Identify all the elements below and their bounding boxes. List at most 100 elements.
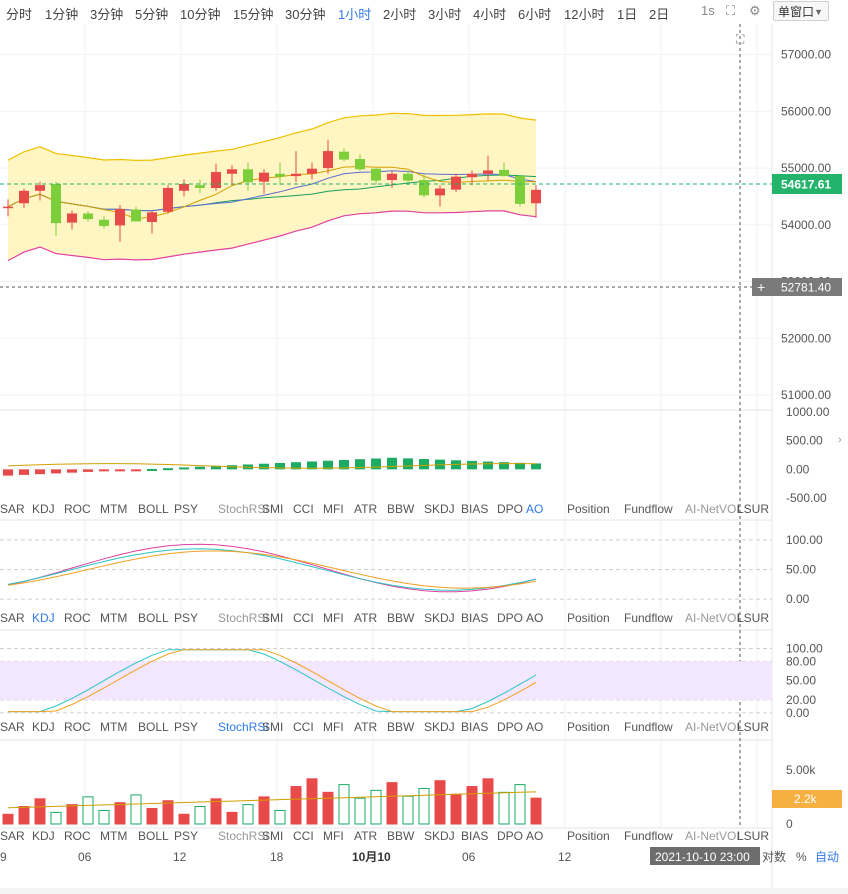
indicator-tab-bbw[interactable]: BBW <box>387 502 415 516</box>
indicator-tab-psy[interactable]: PSY <box>174 611 198 625</box>
indicator-tab-ai-netvol[interactable]: AI-NetVOL <box>685 720 743 734</box>
window-mode-dropdown[interactable]: 单窗口 ▼ <box>773 1 829 21</box>
log-scale-toggle[interactable]: 对数 <box>762 849 786 864</box>
indicator-tab-lsur[interactable]: LSUR <box>737 829 769 843</box>
indicator-tab-ao[interactable]: AO <box>526 829 543 843</box>
indicator-tab-ai-netvol[interactable]: AI-NetVOL <box>685 611 743 625</box>
indicator-tab-position[interactable]: Position <box>567 502 610 516</box>
indicator-tab-smi[interactable]: SMI <box>262 829 283 843</box>
indicator-tab-bbw[interactable]: BBW <box>387 720 415 734</box>
indicator-tab-ao[interactable]: AO <box>526 502 543 516</box>
indicator-tab-ai-netvol[interactable]: AI-NetVOL <box>685 502 743 516</box>
indicator-tab-boll[interactable]: BOLL <box>138 502 169 516</box>
indicator-tab-position[interactable]: Position <box>567 829 610 843</box>
indicator-tab-roc[interactable]: ROC <box>64 611 91 625</box>
indicator-tab-mtm[interactable]: MTM <box>100 611 127 625</box>
timeframe-4[interactable]: 10分钟 <box>180 7 221 22</box>
timeframe-10[interactable]: 4小时 <box>473 7 507 22</box>
timeframe-9[interactable]: 3小时 <box>428 7 462 22</box>
timeframe-7[interactable]: 1小时 <box>338 7 372 22</box>
indicator-tab-ao[interactable]: AO <box>526 720 543 734</box>
indicator-tab-boll[interactable]: BOLL <box>138 720 169 734</box>
timeframe-8[interactable]: 2小时 <box>383 7 417 22</box>
indicator-tab-bbw[interactable]: BBW <box>387 611 415 625</box>
indicator-tab-smi[interactable]: SMI <box>262 502 283 516</box>
indicator-tab-cci[interactable]: CCI <box>293 611 314 625</box>
indicator-tab-atr[interactable]: ATR <box>354 611 377 625</box>
indicator-tab-cci[interactable]: CCI <box>293 829 314 843</box>
indicator-tab-sar[interactable]: SAR <box>0 611 25 625</box>
indicator-tab-bbw[interactable]: BBW <box>387 829 415 843</box>
indicator-tab-stochrsi[interactable]: StochRSI <box>218 502 269 516</box>
indicator-tab-boll[interactable]: BOLL <box>138 829 169 843</box>
indicator-tab-atr[interactable]: ATR <box>354 502 377 516</box>
timeframe-13[interactable]: 1日 <box>617 7 638 22</box>
timeframe-14[interactable]: 2日 <box>649 7 670 22</box>
indicator-tab-bias[interactable]: BIAS <box>461 502 488 516</box>
trading-chart[interactable]: ⛶ 57000.0056000.0055000.0054000.0053000.… <box>0 24 848 894</box>
timeframe-5[interactable]: 15分钟 <box>233 7 274 22</box>
indicator-tab-skdj[interactable]: SKDJ <box>424 611 455 625</box>
indicator-tab-roc[interactable]: ROC <box>64 720 91 734</box>
indicator-tab-smi[interactable]: SMI <box>262 720 283 734</box>
auto-scale-toggle[interactable]: 自动 <box>815 850 839 864</box>
indicator-tab-skdj[interactable]: SKDJ <box>424 502 455 516</box>
horizontal-scrollbar[interactable] <box>0 888 848 894</box>
indicator-tab-fundflow[interactable]: Fundflow <box>624 611 673 625</box>
timeframe-6[interactable]: 30分钟 <box>285 7 326 22</box>
expand-icon[interactable]: ⛶ <box>726 3 736 18</box>
indicator-tab-stochrsi[interactable]: StochRSI <box>218 720 269 734</box>
side-collapse-icon[interactable]: › <box>838 434 842 446</box>
indicator-tab-roc[interactable]: ROC <box>64 502 91 516</box>
timeframe-11[interactable]: 6小时 <box>518 7 552 22</box>
indicator-tab-bias[interactable]: BIAS <box>461 611 488 625</box>
percent-scale-toggle[interactable]: % <box>796 850 807 864</box>
indicator-tab-smi[interactable]: SMI <box>262 611 283 625</box>
indicator-tab-dpo[interactable]: DPO <box>497 611 523 625</box>
timeframe-3[interactable]: 5分钟 <box>135 7 169 22</box>
indicator-tab-mfi[interactable]: MFI <box>323 829 344 843</box>
indicator-tab-psy[interactable]: PSY <box>174 720 198 734</box>
indicator-tab-bias[interactable]: BIAS <box>461 829 488 843</box>
indicator-tab-fundflow[interactable]: Fundflow <box>624 720 673 734</box>
indicator-tab-position[interactable]: Position <box>567 611 610 625</box>
timeframe-0[interactable]: 分时 <box>6 7 33 22</box>
indicator-tab-stochrsi[interactable]: StochRSI <box>218 829 269 843</box>
interval-label[interactable]: 1s <box>701 3 715 18</box>
indicator-tab-atr[interactable]: ATR <box>354 829 377 843</box>
indicator-tab-mfi[interactable]: MFI <box>323 611 344 625</box>
indicator-tab-roc[interactable]: ROC <box>64 829 91 843</box>
indicator-tab-psy[interactable]: PSY <box>174 829 198 843</box>
timeframe-1[interactable]: 1分钟 <box>45 7 79 22</box>
indicator-tab-bias[interactable]: BIAS <box>461 720 488 734</box>
indicator-tab-sar[interactable]: SAR <box>0 502 25 516</box>
indicator-tab-skdj[interactable]: SKDJ <box>424 829 455 843</box>
indicator-tab-psy[interactable]: PSY <box>174 502 198 516</box>
indicator-tab-dpo[interactable]: DPO <box>497 829 523 843</box>
indicator-tab-boll[interactable]: BOLL <box>138 611 169 625</box>
indicator-tab-mfi[interactable]: MFI <box>323 720 344 734</box>
indicator-tab-lsur[interactable]: LSUR <box>737 502 769 516</box>
indicator-tab-mtm[interactable]: MTM <box>100 502 127 516</box>
indicator-tab-fundflow[interactable]: Fundflow <box>624 829 673 843</box>
indicator-tab-lsur[interactable]: LSUR <box>737 611 769 625</box>
indicator-tab-fundflow[interactable]: Fundflow <box>624 502 673 516</box>
indicator-tab-atr[interactable]: ATR <box>354 720 377 734</box>
indicator-tab-cci[interactable]: CCI <box>293 502 314 516</box>
indicator-tab-mtm[interactable]: MTM <box>100 829 127 843</box>
indicator-tab-kdj[interactable]: KDJ <box>32 829 55 843</box>
indicator-tab-kdj[interactable]: KDJ <box>32 720 55 734</box>
indicator-tab-skdj[interactable]: SKDJ <box>424 720 455 734</box>
indicator-tab-ai-netvol[interactable]: AI-NetVOL <box>685 829 743 843</box>
indicator-tab-mtm[interactable]: MTM <box>100 720 127 734</box>
indicator-tab-sar[interactable]: SAR <box>0 829 25 843</box>
indicator-tab-lsur[interactable]: LSUR <box>737 720 769 734</box>
indicator-tab-sar[interactable]: SAR <box>0 720 25 734</box>
indicator-tab-kdj[interactable]: KDJ <box>32 611 55 625</box>
indicator-tab-stochrsi[interactable]: StochRSI <box>218 611 269 625</box>
indicator-tab-dpo[interactable]: DPO <box>497 502 523 516</box>
timeframe-12[interactable]: 12小时 <box>564 7 605 22</box>
timeframe-2[interactable]: 3分钟 <box>90 7 124 22</box>
add-alert-icon[interactable]: + <box>757 279 765 295</box>
indicator-tab-dpo[interactable]: DPO <box>497 720 523 734</box>
